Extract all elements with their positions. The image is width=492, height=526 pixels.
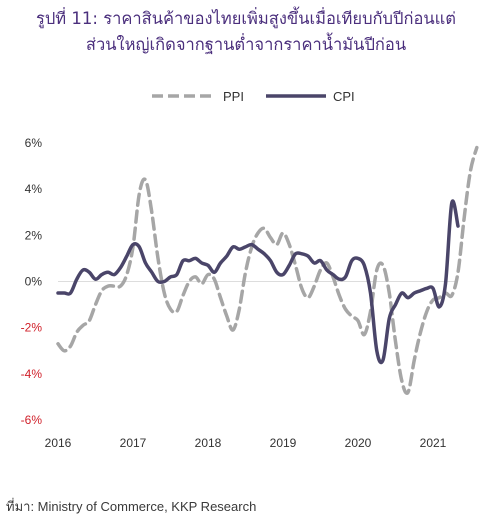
chart-title-line-1: รูปที่ 11: ราคาสินค้าของไทยเพิ่มสูงขึ้นเ… xyxy=(35,9,457,28)
chart-title: รูปที่ 11: ราคาสินค้าของไทยเพิ่มสูงขึ้นเ… xyxy=(6,6,486,58)
y-tick-label: -4% xyxy=(21,367,43,381)
y-tick-label: 2% xyxy=(25,228,43,242)
y-tick-label: -6% xyxy=(21,413,43,427)
axes: 6% 4% 2% 0% -2% -4% -6%2016 2017 2018 2019 2020 202… xyxy=(21,136,458,450)
legend-label-cpi: CPI xyxy=(333,89,355,104)
y-tick-label: 6% xyxy=(25,136,43,150)
x-tick-label: 2018 xyxy=(195,436,222,450)
series-line-ppi xyxy=(56,145,479,395)
y-tick-label: -2% xyxy=(21,321,43,335)
legend: PPI CPI xyxy=(152,89,355,104)
x-tick-label: 2017 xyxy=(120,436,147,450)
chart-title-line-2: ส่วนใหญ่เกิดจากฐานต่ำจากราคาน้ำมันปีก่อน xyxy=(85,35,407,54)
x-tick-label: 2019 xyxy=(270,436,297,450)
source-note: ที่มา: Ministry of Commerce, KKP Researc… xyxy=(6,499,257,514)
x-tick-label: 2021 xyxy=(420,436,447,450)
x-tick-label: 2016 xyxy=(45,436,72,450)
y-tick-label: 4% xyxy=(25,182,43,196)
legend-label-ppi: PPI xyxy=(223,89,244,104)
x-tick-label: 2020 xyxy=(345,436,372,450)
y-tick-label: 0% xyxy=(25,275,43,289)
series-line-cpi xyxy=(56,199,460,365)
series-group xyxy=(56,145,479,395)
